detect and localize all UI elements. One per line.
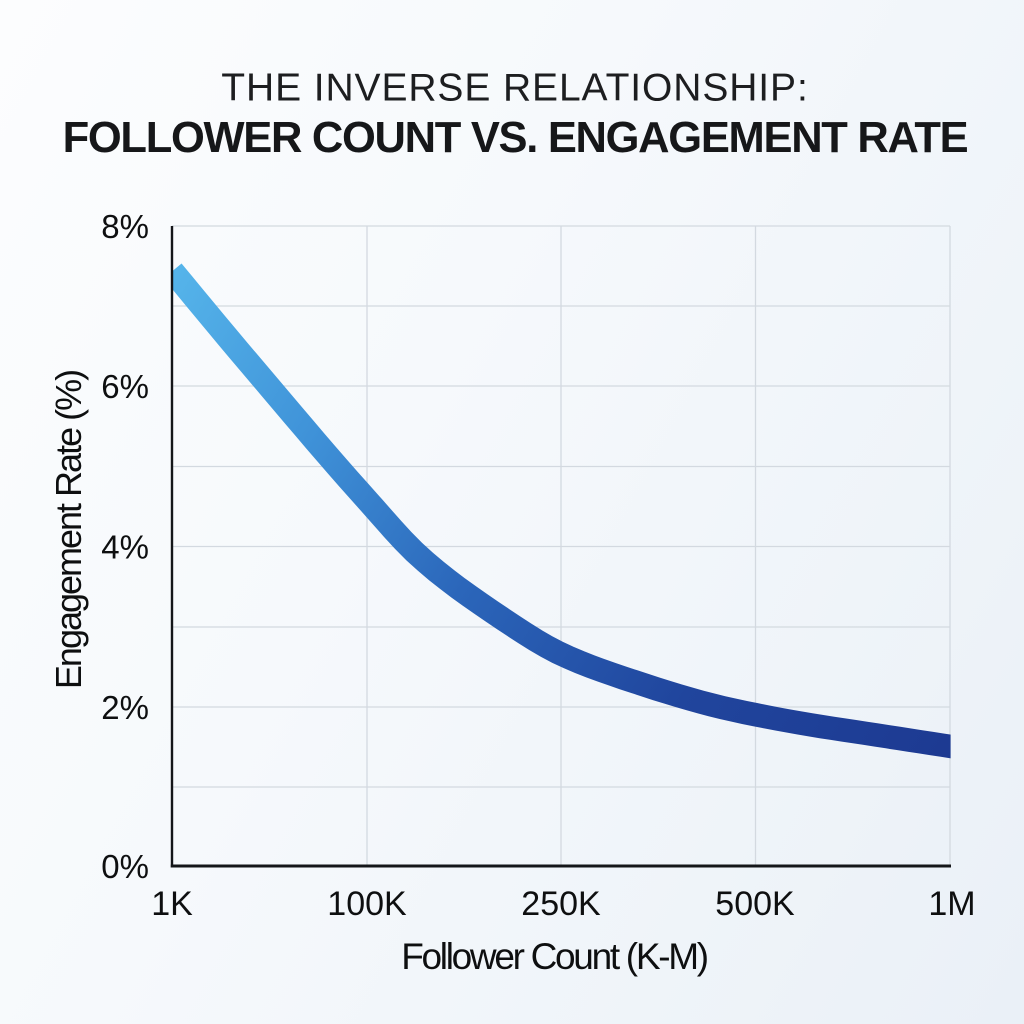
svg-text:1K: 1K [151,885,193,923]
svg-text:100K: 100K [327,885,407,923]
svg-text:4%: 4% [101,529,149,566]
svg-text:500K: 500K [715,885,795,923]
svg-text:1M: 1M [928,885,975,923]
svg-text:2%: 2% [101,689,149,726]
svg-text:8%: 8% [101,208,149,245]
svg-text:6%: 6% [101,368,149,405]
svg-text:0%: 0% [101,848,149,885]
svg-text:Engagement Rate (%): Engagement Rate (%) [48,371,89,689]
svg-text:Follower Count (K-M): Follower Count (K-M) [401,936,708,977]
svg-text:250K: 250K [521,885,601,923]
svg-text:THE INVERSE RELATIONSHIP:: THE INVERSE RELATIONSHIP: [221,67,808,110]
svg-text:FOLLOWER COUNT VS. ENGAGEMENT: FOLLOWER COUNT VS. ENGAGEMENT RATE [63,114,968,162]
